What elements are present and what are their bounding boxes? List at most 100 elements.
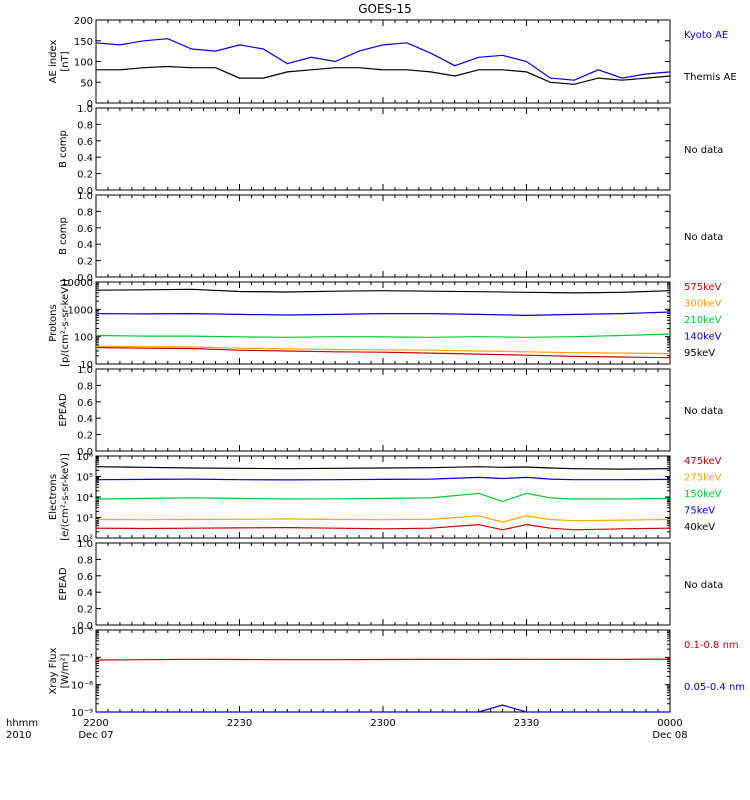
no-data-note: No data [684, 232, 723, 243]
series-line-40kev [95, 466, 671, 470]
y-tick-label: 100 [74, 58, 93, 69]
series-line-300kev [95, 345, 671, 355]
y-tick-label: 10⁻⁸ [71, 681, 93, 692]
no-data-note: No data [684, 145, 723, 156]
y-tick-label: 0.0 [77, 447, 93, 458]
legend-entry: Kyoto AE [684, 30, 728, 41]
year-label: 2010 [6, 730, 31, 741]
legend-entry: 95keV [684, 348, 715, 359]
y-tick-label: 10⁻⁶ [71, 626, 93, 637]
y-tick-label: 10⁵ [76, 473, 93, 484]
y-axis-label: [e/(cm²-s-sr-keV)] [60, 453, 71, 541]
series-line-0-05-0-4-nm [96, 704, 670, 713]
y-tick-label: 0.8 [77, 207, 93, 218]
y-tick-label: 0.8 [77, 555, 93, 566]
y-axis-label: Electrons [48, 474, 59, 520]
series-line-475kev [95, 523, 671, 531]
legend-entry: 0.05-0.4 nm [684, 682, 745, 693]
y-tick-label: 10⁶ [76, 452, 93, 463]
panel-epead2: 0.0 0.2 0.4 0.6 0.8 1.0 EPEAD No data [58, 539, 723, 632]
y-tick-label: 10 [80, 360, 93, 371]
y-axis-label: EPEAD [58, 567, 69, 601]
panel-frame [95, 19, 671, 104]
legend-entry: 475keV [684, 456, 722, 467]
legend-entry: 140keV [684, 332, 722, 343]
series-line-themis-ae [96, 65, 671, 85]
y-tick-label: 0.6 [77, 137, 93, 148]
legend-entry: 75keV [684, 506, 715, 517]
y-tick-label: 10⁻⁷ [71, 653, 93, 664]
y-tick-label: 1.0 [77, 365, 93, 376]
y-tick-label: 1.0 [77, 104, 93, 115]
panel-frame [95, 542, 671, 626]
legend-entry: 150keV [684, 489, 722, 500]
y-tick-label: 1000 [68, 305, 93, 316]
time-row-label: hhmm [6, 718, 38, 729]
y-tick-label: 1.0 [77, 539, 93, 550]
x-date-label: Dec 08 [652, 730, 687, 741]
y-tick-label: 0.6 [77, 224, 93, 235]
y-tick-label: 0.2 [77, 170, 93, 181]
series-line-kyoto-ae [95, 38, 671, 81]
x-tick-label: 2230 [227, 718, 252, 729]
x-tick-label: 0000 [657, 718, 682, 729]
panel-ae: 0 50 100 150 200 AE index [nT] Kyoto AE Themis A… [48, 16, 737, 110]
y-tick-label: 0.0 [77, 621, 93, 632]
x-tick-label: 2200 [83, 718, 108, 729]
y-tick-label: 0.4 [77, 414, 93, 425]
y-tick-label: 0.8 [77, 120, 93, 131]
y-axis-label: [nT] [60, 51, 71, 71]
x-date-label: Dec 07 [78, 730, 113, 741]
legend-entry: 275keV [684, 473, 722, 484]
y-tick-label: 0.0 [77, 273, 93, 284]
series-line-150kev [95, 492, 671, 503]
series-line-275kev [95, 515, 671, 523]
y-tick-label: 0.2 [77, 431, 93, 442]
y-tick-label: 0.8 [77, 381, 93, 392]
y-tick-label: 150 [74, 37, 93, 48]
panel-frame [95, 629, 671, 713]
y-axis-label: AE index [48, 40, 59, 84]
y-tick-label: 0.4 [77, 588, 93, 599]
no-data-note: No data [684, 580, 723, 591]
y-tick-label: 0.2 [77, 605, 93, 616]
y-tick-label: 0.4 [77, 153, 93, 164]
y-tick-label: 10⁴ [76, 493, 93, 504]
no-data-note: No data [684, 406, 723, 417]
y-tick-label: 10³ [76, 514, 93, 525]
panel-epead1: 0.0 0.2 0.4 0.6 0.8 1.0 EPEAD No data [58, 365, 723, 458]
y-axis-label: Protons [48, 304, 59, 341]
legend-entry: 210keV [684, 315, 722, 326]
series-line-140kev [95, 311, 671, 317]
panel-protons: 10 100 1000 10000 Protons [p/(cm²-s-sr-keV)] 5… [48, 278, 722, 371]
y-tick-label: 0.0 [77, 186, 93, 197]
legend-entry: 575keV [684, 282, 722, 293]
series-line-0-1-0-8-nm [95, 658, 671, 661]
x-tick-label: 2300 [370, 718, 395, 729]
legend-entry: Themis AE [683, 72, 737, 83]
x-tick-label: 2330 [514, 718, 539, 729]
y-tick-label: 0.2 [77, 257, 93, 268]
y-axis-label: B comp [58, 217, 69, 255]
y-axis-label: Xray Flux [48, 647, 59, 694]
chart-title: GOES-15 [358, 2, 412, 16]
series-line-575kev [95, 346, 671, 359]
series-line-210kev [95, 333, 671, 338]
series-line-95kev [95, 288, 671, 294]
y-tick-label: 10⁻⁹ [71, 708, 93, 719]
legend-entry: 40keV [684, 522, 715, 533]
panel-bcomp2: 0.0 0.2 0.4 0.6 0.8 1.0 B comp No data [58, 191, 723, 284]
panel-frame [95, 368, 671, 452]
y-axis-label: [p/(cm²-s-sr-keV)] [60, 279, 71, 367]
y-tick-label: 1.0 [77, 191, 93, 202]
y-tick-label: 10² [76, 534, 93, 545]
panel-xray: 10⁻⁹ 10⁻⁸ 10⁻⁷ 10⁻⁶ Xray Flux [W/m²] 0.1-0.8 n… [48, 626, 745, 719]
y-axis-label: [W/m²] [60, 653, 71, 688]
legend-entry: 0.1-0.8 nm [684, 640, 739, 651]
y-tick-label: 0.6 [77, 572, 93, 583]
y-tick-label: 100 [74, 333, 93, 344]
panel-frame [95, 194, 671, 278]
y-axis-label: EPEAD [58, 393, 69, 427]
y-tick-label: 200 [74, 16, 93, 27]
